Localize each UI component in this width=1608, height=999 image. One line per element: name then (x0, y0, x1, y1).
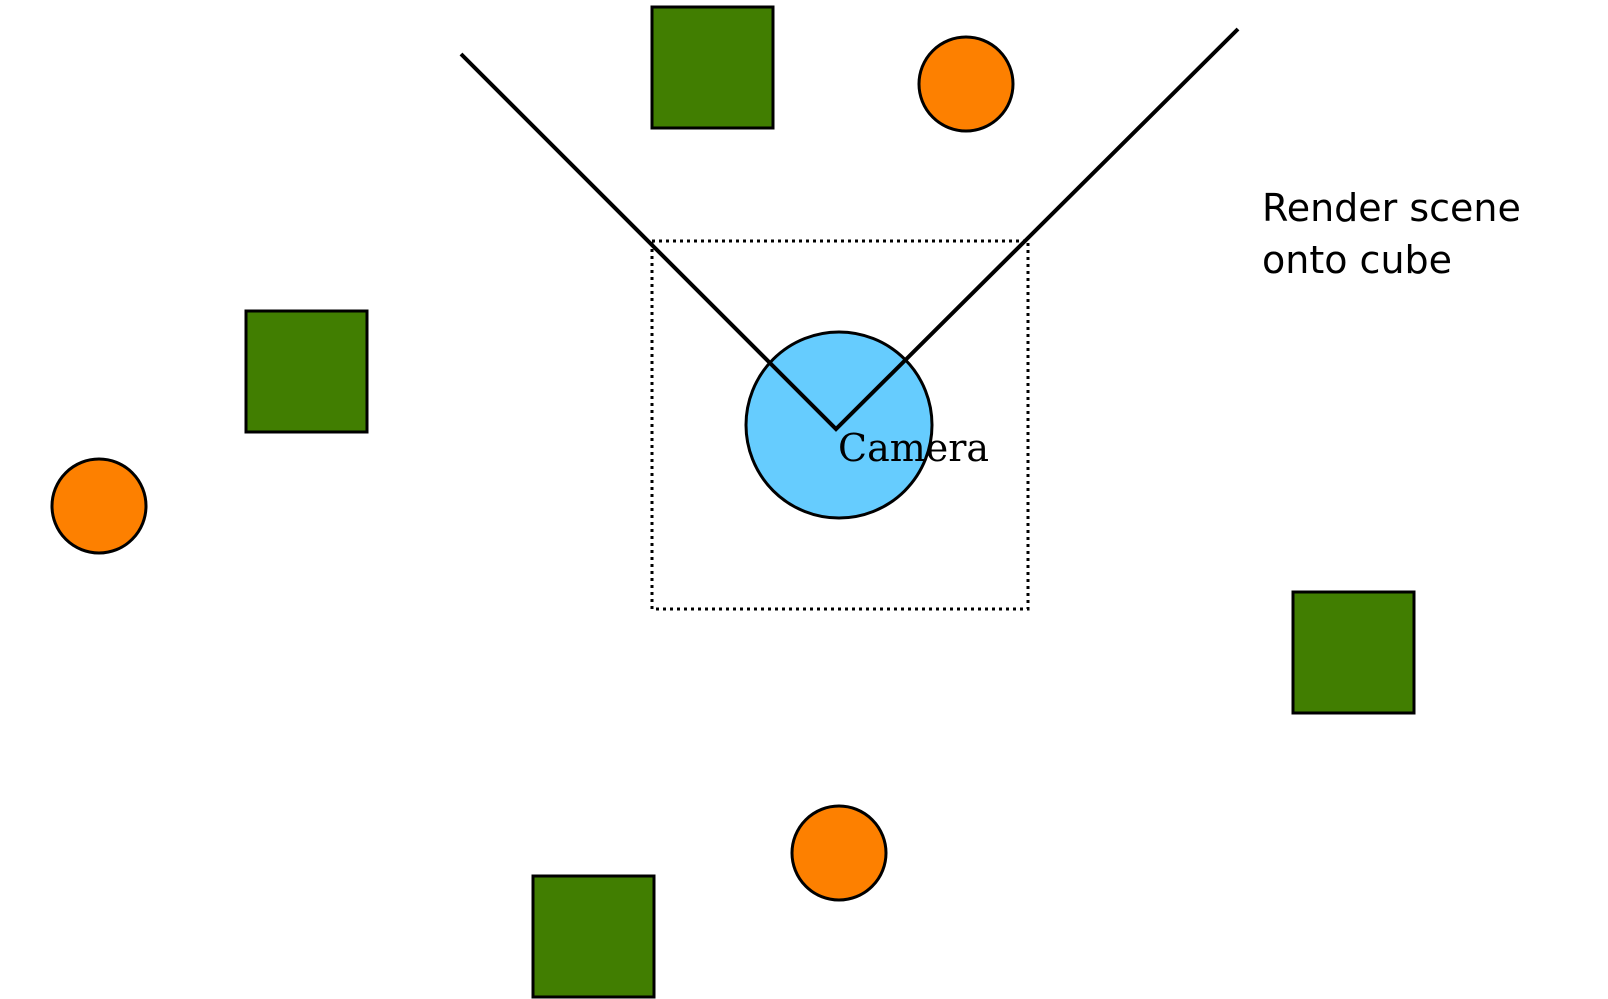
caption-line-1: Render scene (1262, 186, 1521, 230)
scene-circle (917, 35, 1015, 133)
diagram-caption: Render scene onto cube (1262, 182, 1521, 286)
cube-outline (650, 239, 1030, 611)
scene-square (1291, 590, 1416, 715)
caption-line-2: onto cube (1262, 238, 1453, 282)
scene-square (531, 874, 656, 999)
camera-label: Camera (838, 426, 989, 470)
scene-square (650, 5, 775, 130)
view-frustum-lines (459, 27, 1240, 432)
scene-square (244, 309, 369, 434)
scene-circle (790, 804, 888, 902)
scene-circle (50, 457, 148, 555)
